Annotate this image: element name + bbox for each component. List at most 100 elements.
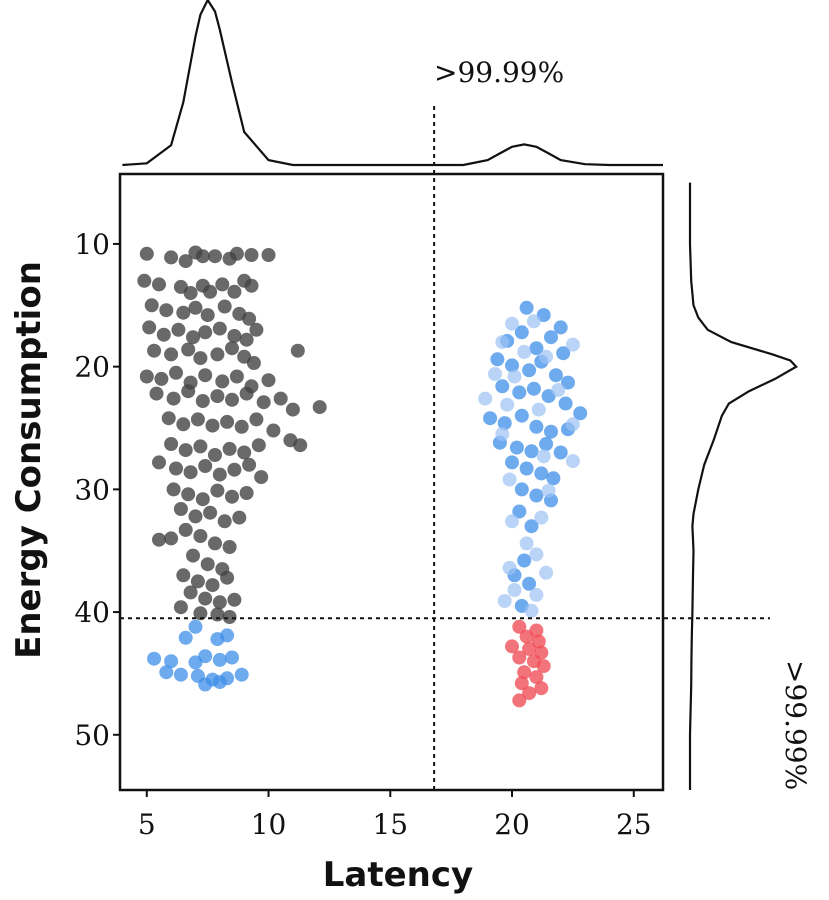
double_outlier-point-3 xyxy=(531,634,546,649)
latency_outlier_light-point-20 xyxy=(519,536,534,551)
x-tick-label-0: 5 xyxy=(138,808,156,841)
latency_outlier-point-6 xyxy=(544,330,558,345)
normal-point-85 xyxy=(183,465,198,480)
normal-point-65 xyxy=(312,400,327,415)
latency_outlier_light-point-10 xyxy=(500,397,515,412)
double_outlier-point-10 xyxy=(517,665,532,680)
latency_outlier-point-12 xyxy=(548,368,563,383)
normal-point-30 xyxy=(171,322,186,337)
normal-point-96 xyxy=(239,486,254,500)
latency_outlier-point-36 xyxy=(529,488,544,503)
normal-point-42 xyxy=(225,341,239,356)
normal-point-68 xyxy=(190,412,205,427)
latency_outlier-point-38 xyxy=(512,504,527,519)
latency_outlier_light-point-16 xyxy=(502,472,517,487)
latency_outlier-point-49 xyxy=(164,654,179,669)
normal-point-46 xyxy=(139,369,154,384)
latency_outlier_light-point-5 xyxy=(565,337,580,352)
latency_outlier-point-60 xyxy=(198,677,213,692)
scatter-points xyxy=(137,245,588,708)
normal-point-72 xyxy=(249,412,264,427)
normal-point-117 xyxy=(212,595,227,610)
latency_outlier-point-48 xyxy=(147,651,162,666)
latency_outlier-point-55 xyxy=(173,667,188,682)
double_outlier-point-0 xyxy=(512,619,527,634)
latency_outlier_light-point-11 xyxy=(531,402,546,417)
normal-point-108 xyxy=(186,548,200,563)
normal-point-70 xyxy=(220,414,235,429)
normal-point-5 xyxy=(208,249,222,264)
latency_outlier_light-point-19 xyxy=(534,510,549,525)
latency_outlier-point-28 xyxy=(524,444,539,459)
normal-point-101 xyxy=(232,510,247,525)
double_outlier-point-9 xyxy=(536,659,551,674)
double_outlier-point-5 xyxy=(522,641,537,656)
latency_outlier-point-21 xyxy=(497,416,512,431)
latency_outlier_light-point-27 xyxy=(524,603,539,618)
normal-point-83 xyxy=(152,455,166,470)
normal-point-105 xyxy=(193,529,208,543)
normal-point-114 xyxy=(220,570,235,585)
normal-point-82 xyxy=(293,438,308,453)
normal-point-118 xyxy=(227,592,242,607)
normal-point-80 xyxy=(237,445,252,460)
x-tick-label-1: 10 xyxy=(251,808,287,841)
latency_outlier-point-7 xyxy=(556,346,571,361)
normal-point-31 xyxy=(186,330,200,345)
normal-point-120 xyxy=(210,607,225,622)
normal-point-34 xyxy=(227,329,242,343)
normal-point-98 xyxy=(188,509,203,524)
normal-point-54 xyxy=(261,373,276,388)
normal-point-109 xyxy=(200,557,215,572)
latency_outlier_light-point-4 xyxy=(539,349,554,364)
latency_outlier_light-point-3 xyxy=(517,344,532,359)
latency_outlier-point-14 xyxy=(495,379,510,394)
latency_outlier_light-point-26 xyxy=(497,594,512,608)
latency_outlier-point-20 xyxy=(483,411,498,426)
axis-ticks: 5 10 15 20 25 10 20 30 40 50 xyxy=(74,228,651,841)
normal-point-19 xyxy=(244,278,259,293)
normal-point-7 xyxy=(229,246,244,261)
latency_outlier-point-22 xyxy=(514,408,529,423)
latency_outlier-point-5 xyxy=(529,341,544,356)
normal-point-44 xyxy=(246,356,261,370)
normal-point-13 xyxy=(183,286,198,300)
latency_outlier_light-point-6 xyxy=(488,367,502,381)
x-tick-label-2: 15 xyxy=(372,808,408,841)
normal-point-107 xyxy=(222,540,237,554)
normal-point-29 xyxy=(156,327,171,342)
normal-point-73 xyxy=(266,423,281,438)
double_outlier-point-14 xyxy=(522,686,537,701)
latency_outlier-point-42 xyxy=(522,576,537,591)
latency_outlier-point-51 xyxy=(198,649,213,664)
normal-point-40 xyxy=(193,351,208,366)
normal-point-104 xyxy=(178,522,193,537)
latency_outlier-point-53 xyxy=(225,650,239,665)
latency_outlier-point-40 xyxy=(517,553,532,568)
y-axis-title: Energy Consumption xyxy=(9,261,49,659)
latency_outlier-point-9 xyxy=(505,358,519,373)
latency_outlier-point-23 xyxy=(529,419,544,434)
latency_outlier-point-39 xyxy=(524,519,539,534)
latency-threshold-label: >99.99% xyxy=(434,56,564,89)
latency_outlier-point-0 xyxy=(519,300,534,315)
latency_outlier_light-point-8 xyxy=(551,383,566,397)
latency_outlier-point-2 xyxy=(553,320,568,335)
plot-frame xyxy=(118,172,665,792)
normal-point-112 xyxy=(190,574,205,589)
latency_outlier-point-45 xyxy=(178,630,193,645)
latency_outlier-point-54 xyxy=(159,665,174,680)
latency_outlier-point-52 xyxy=(212,652,227,667)
normal-point-95 xyxy=(225,489,239,504)
latency_outlier-point-44 xyxy=(188,619,203,634)
y-tick-label-3: 40 xyxy=(74,596,110,629)
normal-point-32 xyxy=(198,325,213,340)
latency_outlier_light-point-12 xyxy=(565,417,580,432)
normal-point-35 xyxy=(239,332,254,347)
x-tick-label-4: 25 xyxy=(616,808,652,841)
latency_outlier-point-18 xyxy=(558,396,573,411)
normal-point-67 xyxy=(176,417,191,432)
normal-point-121 xyxy=(222,610,237,624)
double_outlier-point-13 xyxy=(534,681,549,696)
